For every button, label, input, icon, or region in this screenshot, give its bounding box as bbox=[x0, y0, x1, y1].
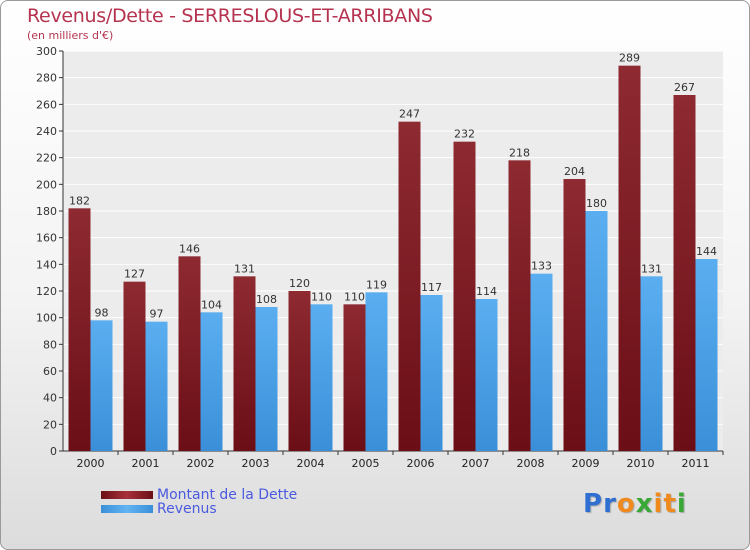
legend-item-revenus: Revenus bbox=[101, 502, 297, 516]
bar-revenus bbox=[420, 295, 443, 451]
data-label-revenus: 110 bbox=[311, 290, 332, 303]
y-tick-label: 300 bbox=[36, 45, 57, 58]
y-tick-label: 260 bbox=[36, 98, 57, 111]
data-label-revenus: 108 bbox=[256, 293, 277, 306]
bar-revenus bbox=[365, 292, 388, 451]
data-label-revenus: 131 bbox=[641, 262, 662, 275]
bar-revenus bbox=[200, 312, 223, 451]
data-label-dette: 218 bbox=[509, 146, 530, 159]
legend-label-dette: Montant de la Dette bbox=[157, 487, 298, 503]
data-label-revenus: 97 bbox=[150, 308, 164, 321]
bar-dette bbox=[563, 179, 586, 451]
x-tick-label: 2011 bbox=[682, 457, 710, 470]
x-tick-label: 2005 bbox=[352, 457, 380, 470]
bar-dette bbox=[453, 141, 476, 451]
y-tick-label: 0 bbox=[50, 445, 57, 458]
bar-dette bbox=[508, 160, 531, 452]
legend: Montant de la Dette Revenus bbox=[101, 488, 297, 516]
x-tick-label: 2000 bbox=[77, 457, 105, 470]
bar-revenus bbox=[310, 304, 333, 451]
data-label-revenus: 119 bbox=[366, 278, 387, 291]
data-label-revenus: 114 bbox=[476, 285, 497, 298]
x-tick-label: 2008 bbox=[517, 457, 545, 470]
data-label-dette: 131 bbox=[234, 262, 255, 275]
y-tick-label: 280 bbox=[36, 72, 57, 85]
bar-dette bbox=[398, 121, 421, 452]
bar-revenus bbox=[145, 321, 168, 451]
proxiti-logo: Proxiti bbox=[583, 489, 687, 519]
legend-label-revenus: Revenus bbox=[157, 501, 217, 517]
x-tick-label: 2003 bbox=[242, 457, 270, 470]
plot-area bbox=[63, 51, 723, 451]
data-label-revenus: 117 bbox=[421, 281, 442, 294]
bar-revenus bbox=[640, 276, 663, 451]
y-tick-label: 140 bbox=[36, 258, 57, 271]
legend-swatch-dette bbox=[101, 491, 153, 499]
x-tick-label: 2009 bbox=[572, 457, 600, 470]
y-tick-label: 220 bbox=[36, 152, 57, 165]
data-label-dette: 289 bbox=[619, 52, 640, 65]
y-tick-label: 120 bbox=[36, 285, 57, 298]
data-label-dette: 182 bbox=[69, 194, 90, 207]
data-label-dette: 120 bbox=[289, 277, 310, 290]
y-tick-label: 160 bbox=[36, 232, 57, 245]
y-tick-label: 200 bbox=[36, 178, 57, 191]
bar-dette bbox=[178, 256, 201, 451]
data-label-revenus: 144 bbox=[696, 245, 717, 258]
data-label-revenus: 98 bbox=[95, 306, 109, 319]
bar-dette bbox=[343, 304, 366, 451]
bar-dette bbox=[618, 65, 641, 452]
x-tick-label: 2006 bbox=[407, 457, 435, 470]
bar-revenus bbox=[255, 307, 278, 451]
data-label-revenus: 180 bbox=[586, 197, 607, 210]
bar-dette bbox=[288, 291, 311, 451]
data-label-dette: 110 bbox=[344, 290, 365, 303]
data-label-dette: 247 bbox=[399, 108, 420, 121]
x-tick-label: 2010 bbox=[627, 457, 655, 470]
y-tick-label: 60 bbox=[43, 365, 57, 378]
x-tick-label: 2002 bbox=[187, 457, 215, 470]
bar-dette bbox=[233, 276, 256, 451]
data-label-dette: 146 bbox=[179, 242, 200, 255]
chart-title: Revenus/Dette - SERRESLOUS-ET-ARRIBANS bbox=[27, 5, 433, 27]
y-tick-label: 20 bbox=[43, 418, 57, 431]
bar-revenus bbox=[475, 299, 498, 451]
x-tick-label: 2004 bbox=[297, 457, 325, 470]
legend-item-dette: Montant de la Dette bbox=[101, 488, 297, 502]
data-label-dette: 204 bbox=[564, 165, 585, 178]
y-tick-label: 100 bbox=[36, 312, 57, 325]
bar-revenus bbox=[530, 273, 553, 451]
data-label-revenus: 104 bbox=[201, 298, 222, 311]
data-label-dette: 232 bbox=[454, 128, 475, 141]
y-tick-label: 240 bbox=[36, 125, 57, 138]
data-label-revenus: 133 bbox=[531, 260, 552, 273]
y-tick-label: 180 bbox=[36, 205, 57, 218]
data-label-dette: 127 bbox=[124, 268, 145, 281]
bar-revenus bbox=[695, 259, 718, 451]
legend-swatch-revenus bbox=[101, 505, 153, 513]
data-label-dette: 267 bbox=[674, 81, 695, 94]
y-tick-label: 80 bbox=[43, 338, 57, 351]
bar-revenus bbox=[90, 320, 113, 451]
bar-dette bbox=[68, 208, 91, 451]
x-tick-label: 2001 bbox=[132, 457, 160, 470]
bar-dette bbox=[673, 95, 696, 451]
y-tick-label: 40 bbox=[43, 392, 57, 405]
bar-revenus bbox=[585, 211, 608, 451]
chart-subtitle: (en milliers d'€) bbox=[27, 29, 114, 42]
bar-dette bbox=[123, 281, 146, 451]
x-tick-label: 2007 bbox=[462, 457, 490, 470]
